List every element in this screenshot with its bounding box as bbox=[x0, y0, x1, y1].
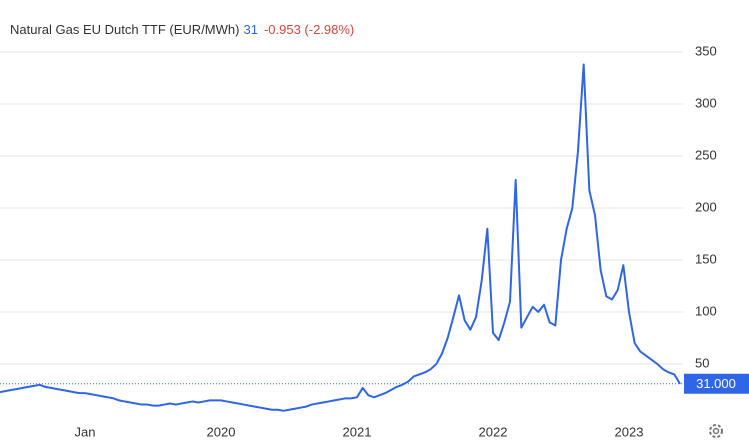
header: Natural Gas EU Dutch TTF (EUR/MWh) 31 -0.9… bbox=[10, 22, 354, 37]
y-tick-label: 200 bbox=[695, 199, 717, 214]
y-tick-label: 50 bbox=[695, 355, 709, 370]
x-tick-label: 2021 bbox=[343, 424, 372, 439]
x-tick-label: 2022 bbox=[479, 424, 508, 439]
price: 31 bbox=[243, 22, 258, 37]
y-tick-label: 350 bbox=[695, 43, 717, 58]
y-tick-label: 150 bbox=[695, 251, 717, 266]
plot: 50 100 150 200 250 300 350 Jan 2020 2021 2022 2023 3… bbox=[0, 43, 749, 439]
x-tick-label: Jan bbox=[75, 424, 96, 439]
last-value-label: 31.000 bbox=[696, 376, 736, 391]
change: -0.953 (-2.98%) bbox=[263, 22, 355, 37]
settings-icon[interactable] bbox=[709, 424, 723, 438]
price-line bbox=[0, 63, 681, 412]
y-tick-label: 250 bbox=[695, 147, 717, 162]
x-tick-label: 2023 bbox=[615, 424, 644, 439]
last-value-tag bbox=[684, 373, 749, 394]
y-tick-label: 300 bbox=[695, 95, 717, 110]
x-tick-label: 2020 bbox=[207, 424, 236, 439]
y-tick-label: 100 bbox=[695, 303, 717, 318]
title: Natural Gas EU Dutch TTF (EUR/MWh) bbox=[10, 22, 240, 37]
